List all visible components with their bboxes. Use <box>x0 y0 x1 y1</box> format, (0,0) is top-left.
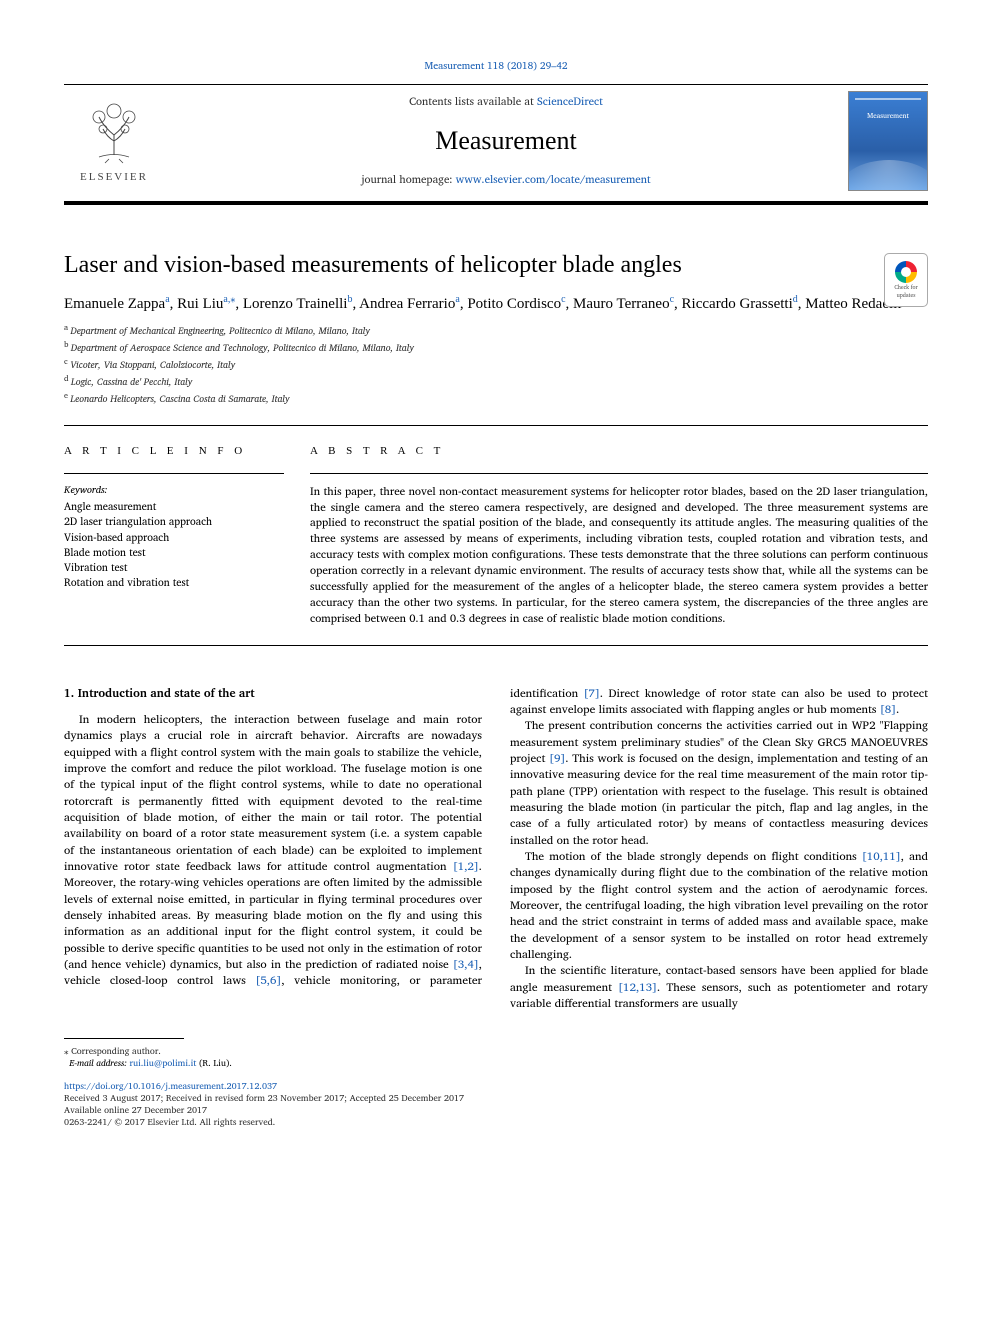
crossmark-text-2: updates <box>897 293 916 299</box>
authors-line: Emanuele Zappaa, Rui Liua,⁎, Lorenzo Tra… <box>64 293 928 314</box>
elsevier-logo: ELSEVIER <box>64 85 164 197</box>
affiliation-line: a Department of Mechanical Engineering, … <box>64 322 928 339</box>
author-name: Mauro Terraneo <box>573 296 670 312</box>
footnotes-block: ⁎ Corresponding author. E-mail address: … <box>64 1045 928 1069</box>
citation-5-6[interactable]: [5,6] <box>255 971 281 990</box>
keywords-list: Angle measurement2D laser triangulation … <box>64 499 284 590</box>
journal-homepage-line: journal homepage: www.elsevier.com/locat… <box>164 172 848 187</box>
cover-thumb-label: Measurement <box>849 112 927 121</box>
author-name: Lorenzo Trainelli <box>243 296 348 312</box>
abstract-heading: A B S T R A C T <box>310 444 928 459</box>
contents-prefix: Contents lists available at <box>409 92 537 110</box>
article-title: Laser and vision-based measurements of h… <box>64 249 928 281</box>
corresponding-email-link[interactable]: rui.liu@polimi.it <box>130 1055 197 1070</box>
abstract-block: A B S T R A C T In this paper, three nov… <box>310 444 928 627</box>
author-affil-sup: a <box>455 294 459 305</box>
copyright-line: 0263-2241/ © 2017 Elsevier Ltd. All righ… <box>64 1114 275 1129</box>
sciencedirect-link[interactable]: ScienceDirect <box>537 92 603 110</box>
journal-header-banner: ELSEVIER Contents lists available at Sci… <box>64 84 928 197</box>
author-name: Andrea Ferrario <box>359 296 455 312</box>
journal-cover-thumbnail: Measurement <box>848 91 928 191</box>
author-affil-sup: c <box>561 294 565 305</box>
author-affil-sup: a,⁎ <box>223 294 235 305</box>
author-affil-sup: a <box>165 294 169 305</box>
author-affil-sup: c <box>670 294 674 305</box>
header-citation: Measurement 118 (2018) 29–42 <box>64 60 928 74</box>
header-thick-rule <box>64 201 928 205</box>
affiliation-line: b Department of Aerospace Science and Te… <box>64 339 928 356</box>
author-name: Rui Liu <box>177 296 223 312</box>
body-text-columns: 1. Introduction and state of the art In … <box>64 686 928 1013</box>
author-name: Potito Cordisco <box>467 296 561 312</box>
affiliation-line: e Leonardo Helicopters, Cascina Costa di… <box>64 390 928 407</box>
homepage-prefix: journal homepage: <box>361 170 455 188</box>
keywords-label: Keywords: <box>64 484 284 498</box>
crossmark-text-1: Check for <box>894 285 917 291</box>
doi-block: https://doi.org/10.1016/j.measurement.20… <box>64 1080 928 1129</box>
footnote-separator <box>64 1038 184 1039</box>
author-name: Riccardo Grassetti <box>682 296 793 312</box>
author-affil-sup: d <box>793 294 798 305</box>
banner-center: Contents lists available at ScienceDirec… <box>164 85 848 197</box>
body-paragraph-3: The motion of the blade strongly depends… <box>510 849 928 963</box>
crossmark-icon <box>895 261 917 283</box>
author-name: Emanuele Zappa <box>64 296 165 312</box>
lower-rule <box>64 645 928 646</box>
mid-rule <box>64 425 928 426</box>
keyword-item: Rotation and vibration test <box>64 575 284 590</box>
section-1-heading: 1. Introduction and state of the art <box>64 686 482 702</box>
crossmark-badge[interactable]: Check for updates <box>884 253 928 307</box>
body-paragraph-2: The present contribution concerns the ac… <box>510 718 928 849</box>
article-info-heading: A R T I C L E I N F O <box>64 444 284 459</box>
affiliation-line: d Logic, Cassina de' Pecchi, Italy <box>64 373 928 390</box>
author-affil-sup: b <box>347 294 352 305</box>
affiliation-line: c Vicoter, Via Stoppani, Calolziocorte, … <box>64 356 928 373</box>
body-paragraph-4: In the scientific literature, contact-ba… <box>510 963 928 1012</box>
article-info-block: A R T I C L E I N F O Keywords: Angle me… <box>64 444 284 627</box>
email-line: E-mail address: rui.liu@polimi.it (R. Li… <box>64 1057 928 1069</box>
elsevier-tree-icon <box>79 97 149 167</box>
elsevier-label: ELSEVIER <box>80 170 148 185</box>
journal-name: Measurement <box>164 123 848 158</box>
abstract-text: In this paper, three novel non-contact m… <box>310 484 928 627</box>
journal-homepage-link[interactable]: www.elsevier.com/locate/measurement <box>456 170 651 188</box>
contents-lists-line: Contents lists available at ScienceDirec… <box>164 94 848 109</box>
affiliations-block: a Department of Mechanical Engineering, … <box>64 322 928 407</box>
